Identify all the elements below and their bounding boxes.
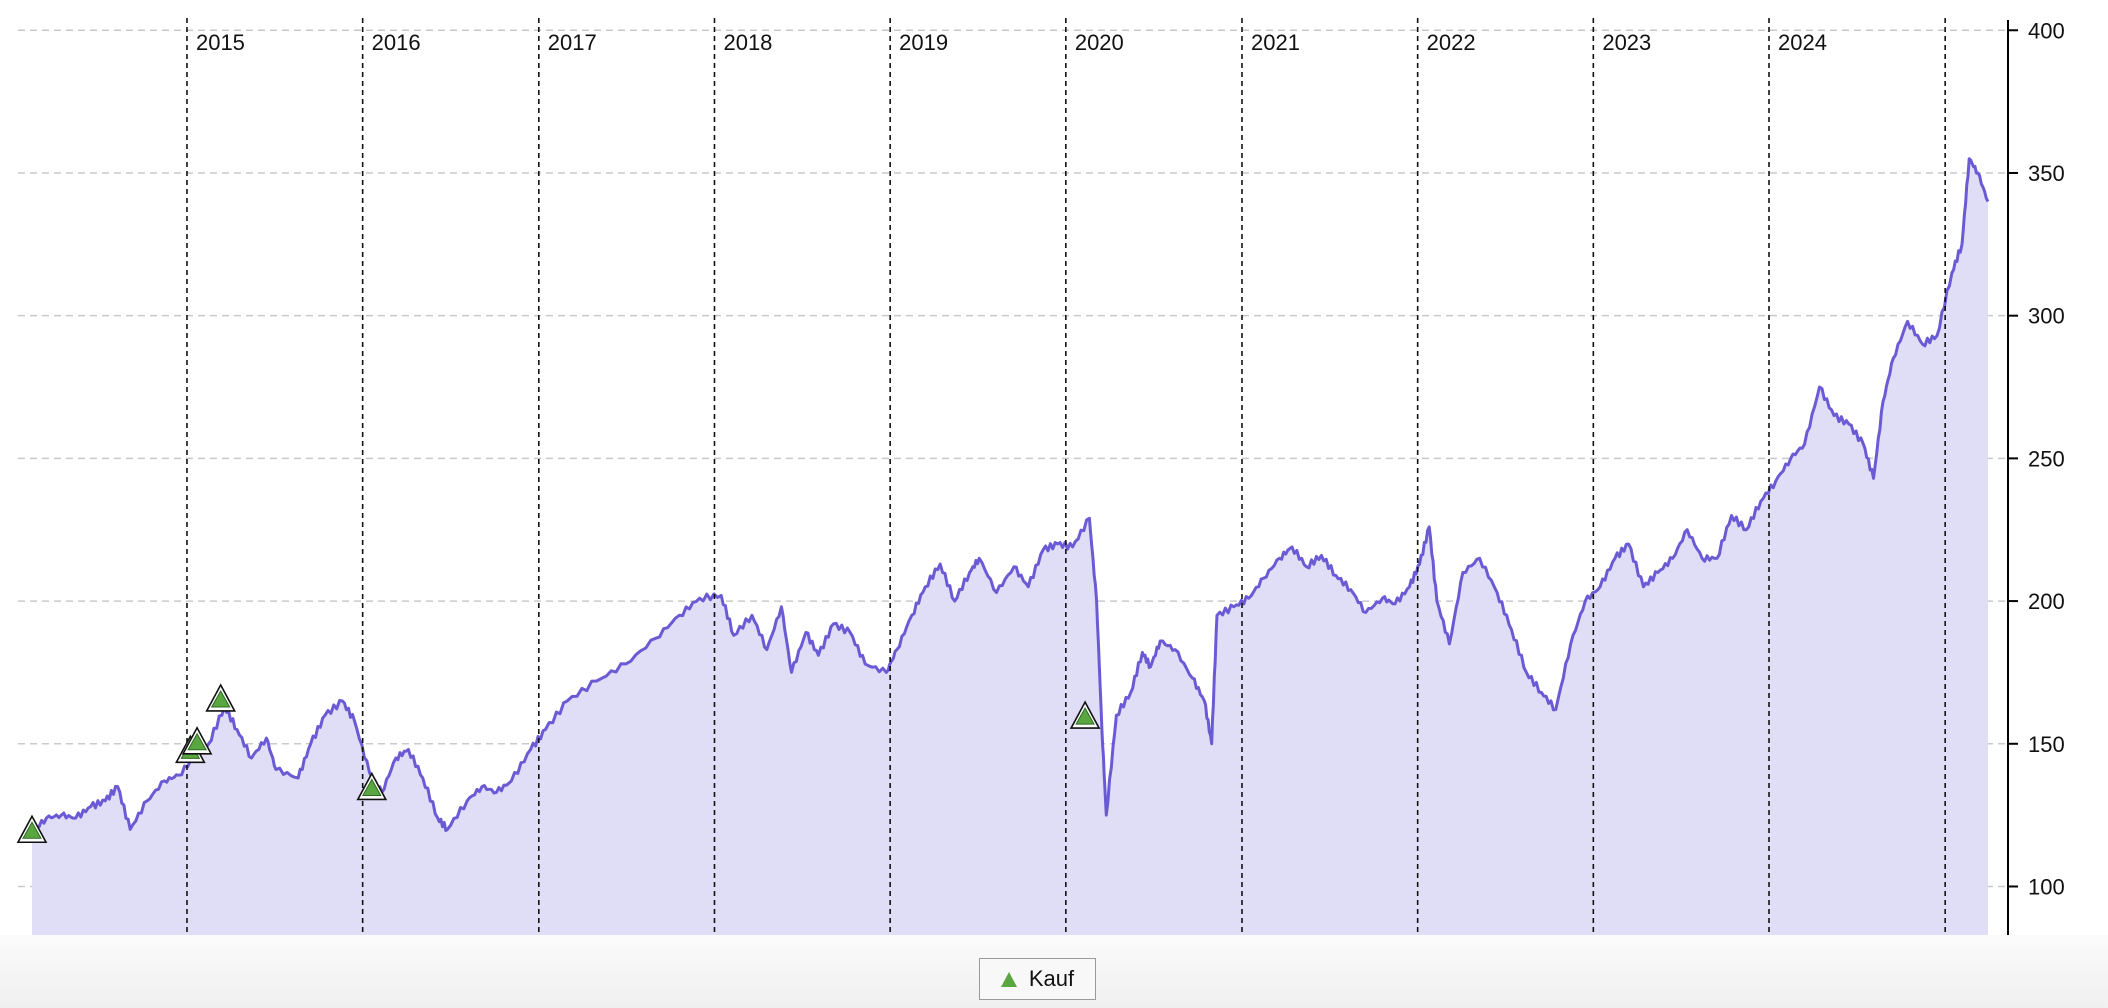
year-label-2019: 2019	[899, 30, 948, 55]
year-label-2021: 2021	[1251, 30, 1300, 55]
buy-marker	[187, 732, 207, 751]
y-axis: 100 150 200 250 300 350 400	[2007, 18, 2065, 935]
y-tick-label-250: 250	[2028, 446, 2065, 471]
buy-marker	[22, 821, 42, 839]
year-label-2015: 2015	[196, 30, 245, 55]
stock-area-chart: 2015 2016 2017 2018 2019 2020 2021 2022 2023 2024…	[16, 18, 2065, 935]
buy-marker	[361, 778, 382, 796]
year-label-2018: 2018	[723, 30, 772, 55]
y-tick-label-100: 100	[2028, 874, 2065, 899]
legend-label: Kauf	[1028, 966, 1075, 991]
buy-marker	[210, 689, 231, 708]
year-label-2020: 2020	[1075, 30, 1124, 55]
year-label-2023: 2023	[1602, 30, 1651, 55]
y-tick-label-200: 200	[2028, 589, 2065, 614]
year-label-2024: 2024	[1778, 30, 1827, 55]
marker-layer	[16, 683, 1101, 844]
year-label-2016: 2016	[372, 30, 421, 55]
chart-area: 2015 2016 2017 2018 2019 2020 2021 2022 2023 2024…	[16, 18, 2065, 935]
legend-item-kauf[interactable]: Kauf	[979, 958, 1096, 1000]
price-area	[32, 158, 1988, 935]
y-tick-label-400: 400	[2028, 18, 2065, 43]
year-label-2017: 2017	[548, 30, 597, 55]
area-layer	[30, 157, 1990, 935]
year-label-2022: 2022	[1427, 30, 1476, 55]
y-tick-label-150: 150	[2028, 732, 2065, 757]
price-line	[30, 157, 1990, 834]
triangle-up-icon	[1000, 971, 1017, 987]
year-layer: 2015 2016 2017 2018 2019 2020 2021 2022 2023 2024	[186, 18, 1946, 935]
y-tick-label-350: 350	[2028, 161, 2065, 186]
buy-marker	[1075, 707, 1095, 725]
y-tick-label-300: 300	[2028, 304, 2065, 329]
